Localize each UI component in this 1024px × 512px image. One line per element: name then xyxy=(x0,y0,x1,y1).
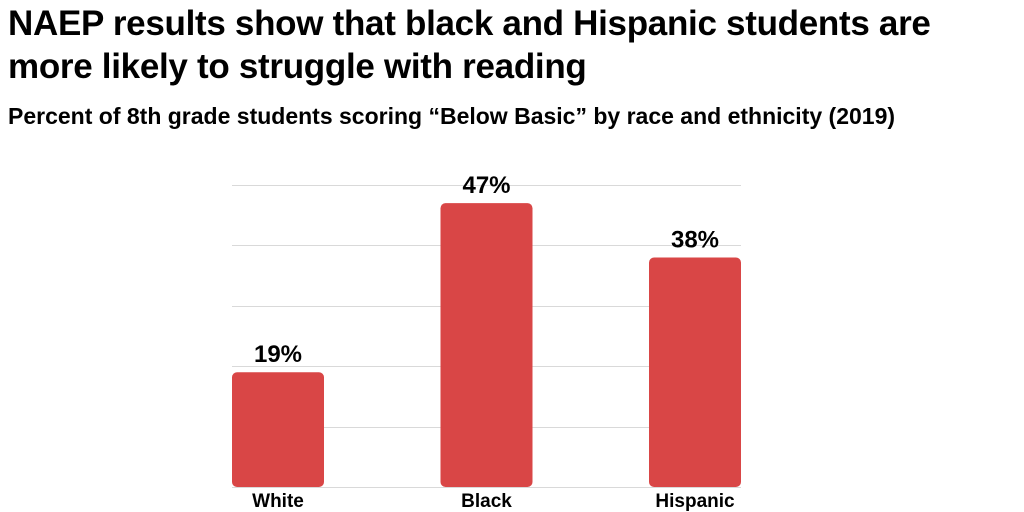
bars xyxy=(232,203,741,487)
chart-title: NAEP results show that black and Hispani… xyxy=(8,4,931,86)
category-label-white: White xyxy=(252,491,304,512)
bar-black xyxy=(440,203,533,487)
category-labels: White Black Hispanic xyxy=(252,491,735,512)
value-label-white: 19% xyxy=(254,341,302,368)
category-label-black: Black xyxy=(461,491,512,512)
value-label-hispanic: 38% xyxy=(671,226,719,253)
bar-hispanic xyxy=(649,257,741,487)
chart-subtitle: Percent of 8th grade students scoring “B… xyxy=(8,103,896,129)
bar-white xyxy=(232,372,324,487)
value-labels: 19% 47% 38% xyxy=(254,172,719,368)
value-label-black: 47% xyxy=(462,172,510,199)
category-label-hispanic: Hispanic xyxy=(655,491,735,512)
